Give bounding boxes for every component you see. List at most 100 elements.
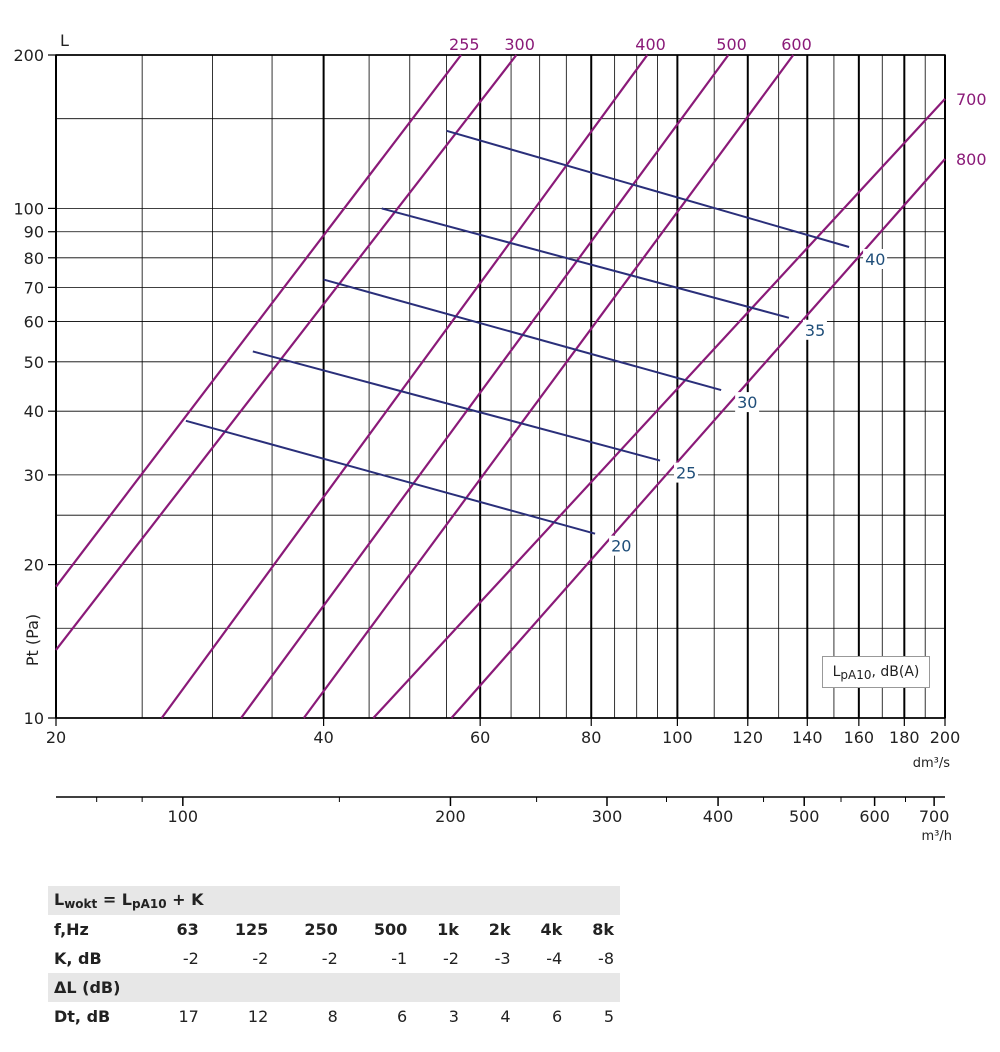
chart-series [55,54,946,719]
x-tick-label: 140 [792,728,823,747]
noise-line-40 [446,129,850,248]
duct-line-255 [55,54,462,588]
x-tick-label: 80 [581,728,601,747]
freq-row: f,Hz 63 125 250 500 1k 2k 4k 8k [48,915,620,944]
dt-cell: 4 [500,1007,511,1026]
x-tick-label: 200 [930,728,961,747]
duct-label-800: 800 [956,150,987,169]
y-axis-top-label: L [60,31,69,50]
x-tick-label: 60 [470,728,490,747]
x2-tick-label: 300 [592,807,623,826]
plot-frame [55,54,946,719]
duct-line-300 [55,54,518,651]
formula-row: Lwokt = LpA10 + K [48,886,620,915]
duct-line-400 [160,54,649,719]
y-tick-label: 100 [13,199,44,218]
k-row: K, dB -2 -2 -2 -1 -2 -3 -4 -8 [48,944,620,973]
noise-line-30 [323,278,722,392]
legend-sub: pA10 [840,668,872,682]
freq-cell: 1k [437,920,459,939]
x2-tick-label: 600 [859,807,890,826]
legend-suffix: , dB(A) [871,664,920,680]
y-tick-label: 80 [24,249,44,268]
noise-label-bg [863,248,888,269]
y-tick-label: 20 [24,556,44,575]
freq-cell: 500 [373,920,408,939]
dt-cell: 17 [178,1007,199,1026]
dt-cell: 12 [247,1007,269,1026]
k-label: K, dB [54,949,102,968]
x2-axis-unit: m³/h [922,829,953,844]
x2-tick-label: 100 [168,807,199,826]
dt-label: Dt, dB [54,1007,111,1026]
duct-line-700 [372,98,946,719]
x-tick-label: 120 [733,728,764,747]
k-cell: -4 [546,949,563,968]
noise-label-35: 35 [805,321,825,340]
x-tick-label: 40 [313,728,333,747]
legend-label: L [832,664,841,680]
y-tick-label: 70 [24,278,44,297]
correction-table: Lwokt = LpA10 + K f,Hz 63 125 250 500 1k… [48,886,620,1031]
noise-label-bg [674,462,699,483]
duct-label-255: 255 [449,35,480,54]
k-cell: -8 [598,949,614,968]
k-cell: -2 [442,949,459,968]
dt-row: Dt, dB 17 12 8 6 3 4 6 5 [48,1002,620,1031]
y-axis-label: Pt (Pa) [23,614,42,666]
freq-cell: 63 [176,920,199,939]
duct-label-600: 600 [781,35,812,54]
freq-cell: 125 [234,920,269,939]
duct-label-500: 500 [716,35,747,54]
k-cell: -2 [321,949,338,968]
y-tick-label: 40 [24,402,44,421]
freq-cell: 8k [592,920,614,939]
dt-cell: 6 [552,1007,563,1026]
duct-label-700: 700 [956,90,987,109]
x-tick-label: 20 [46,728,66,747]
noise-line-35 [381,207,790,319]
x2-tick-label: 500 [789,807,820,826]
duct-label-400: 400 [635,35,666,54]
x2-tick-label: 200 [435,807,466,826]
noise-label-25: 25 [676,464,696,483]
k-cell: -1 [391,949,408,968]
x-axis-unit: dm³/s [913,756,951,771]
freq-cell: 2k [488,920,511,939]
noise-label-30: 30 [737,393,757,412]
x2-tick-label: 700 [919,807,950,826]
noise-label-bg [802,319,827,340]
x-tick-label: 160 [844,728,875,747]
noise-line-20 [185,419,596,535]
k-cell: -2 [182,949,199,968]
y-tick-label: 60 [24,312,44,331]
x-tick-label: 180 [889,728,920,747]
duct-line-500 [240,54,730,719]
duct-label-300: 300 [504,35,535,54]
x2-tick-label: 400 [703,807,734,826]
duct-line-600 [302,54,795,719]
dl-row: ΔL (dB) [48,973,620,1002]
noise-label-40: 40 [865,250,885,269]
freq-cell: 4k [540,920,563,939]
legend-box: LpA10, dB(A) [822,656,930,688]
noise-label-bg [609,535,634,556]
dl-label: ΔL (dB) [48,973,620,1002]
noise-label-bg [735,392,760,413]
dt-cell: 6 [397,1007,408,1026]
y-tick-label: 30 [24,466,44,485]
k-cell: -2 [252,949,269,968]
dt-cell: 3 [448,1007,459,1026]
x-tick-label: 100 [662,728,693,747]
k-cell: -3 [494,949,511,968]
noise-label-20: 20 [611,537,631,556]
freq-cell: 250 [304,920,338,939]
y-tick-label: 50 [24,353,44,372]
noise-line-25 [252,350,661,462]
dt-cell: 5 [603,1007,614,1026]
freq-label: f,Hz [54,920,89,939]
chart-grid [48,54,946,806]
y-tick-label: 10 [24,709,44,728]
